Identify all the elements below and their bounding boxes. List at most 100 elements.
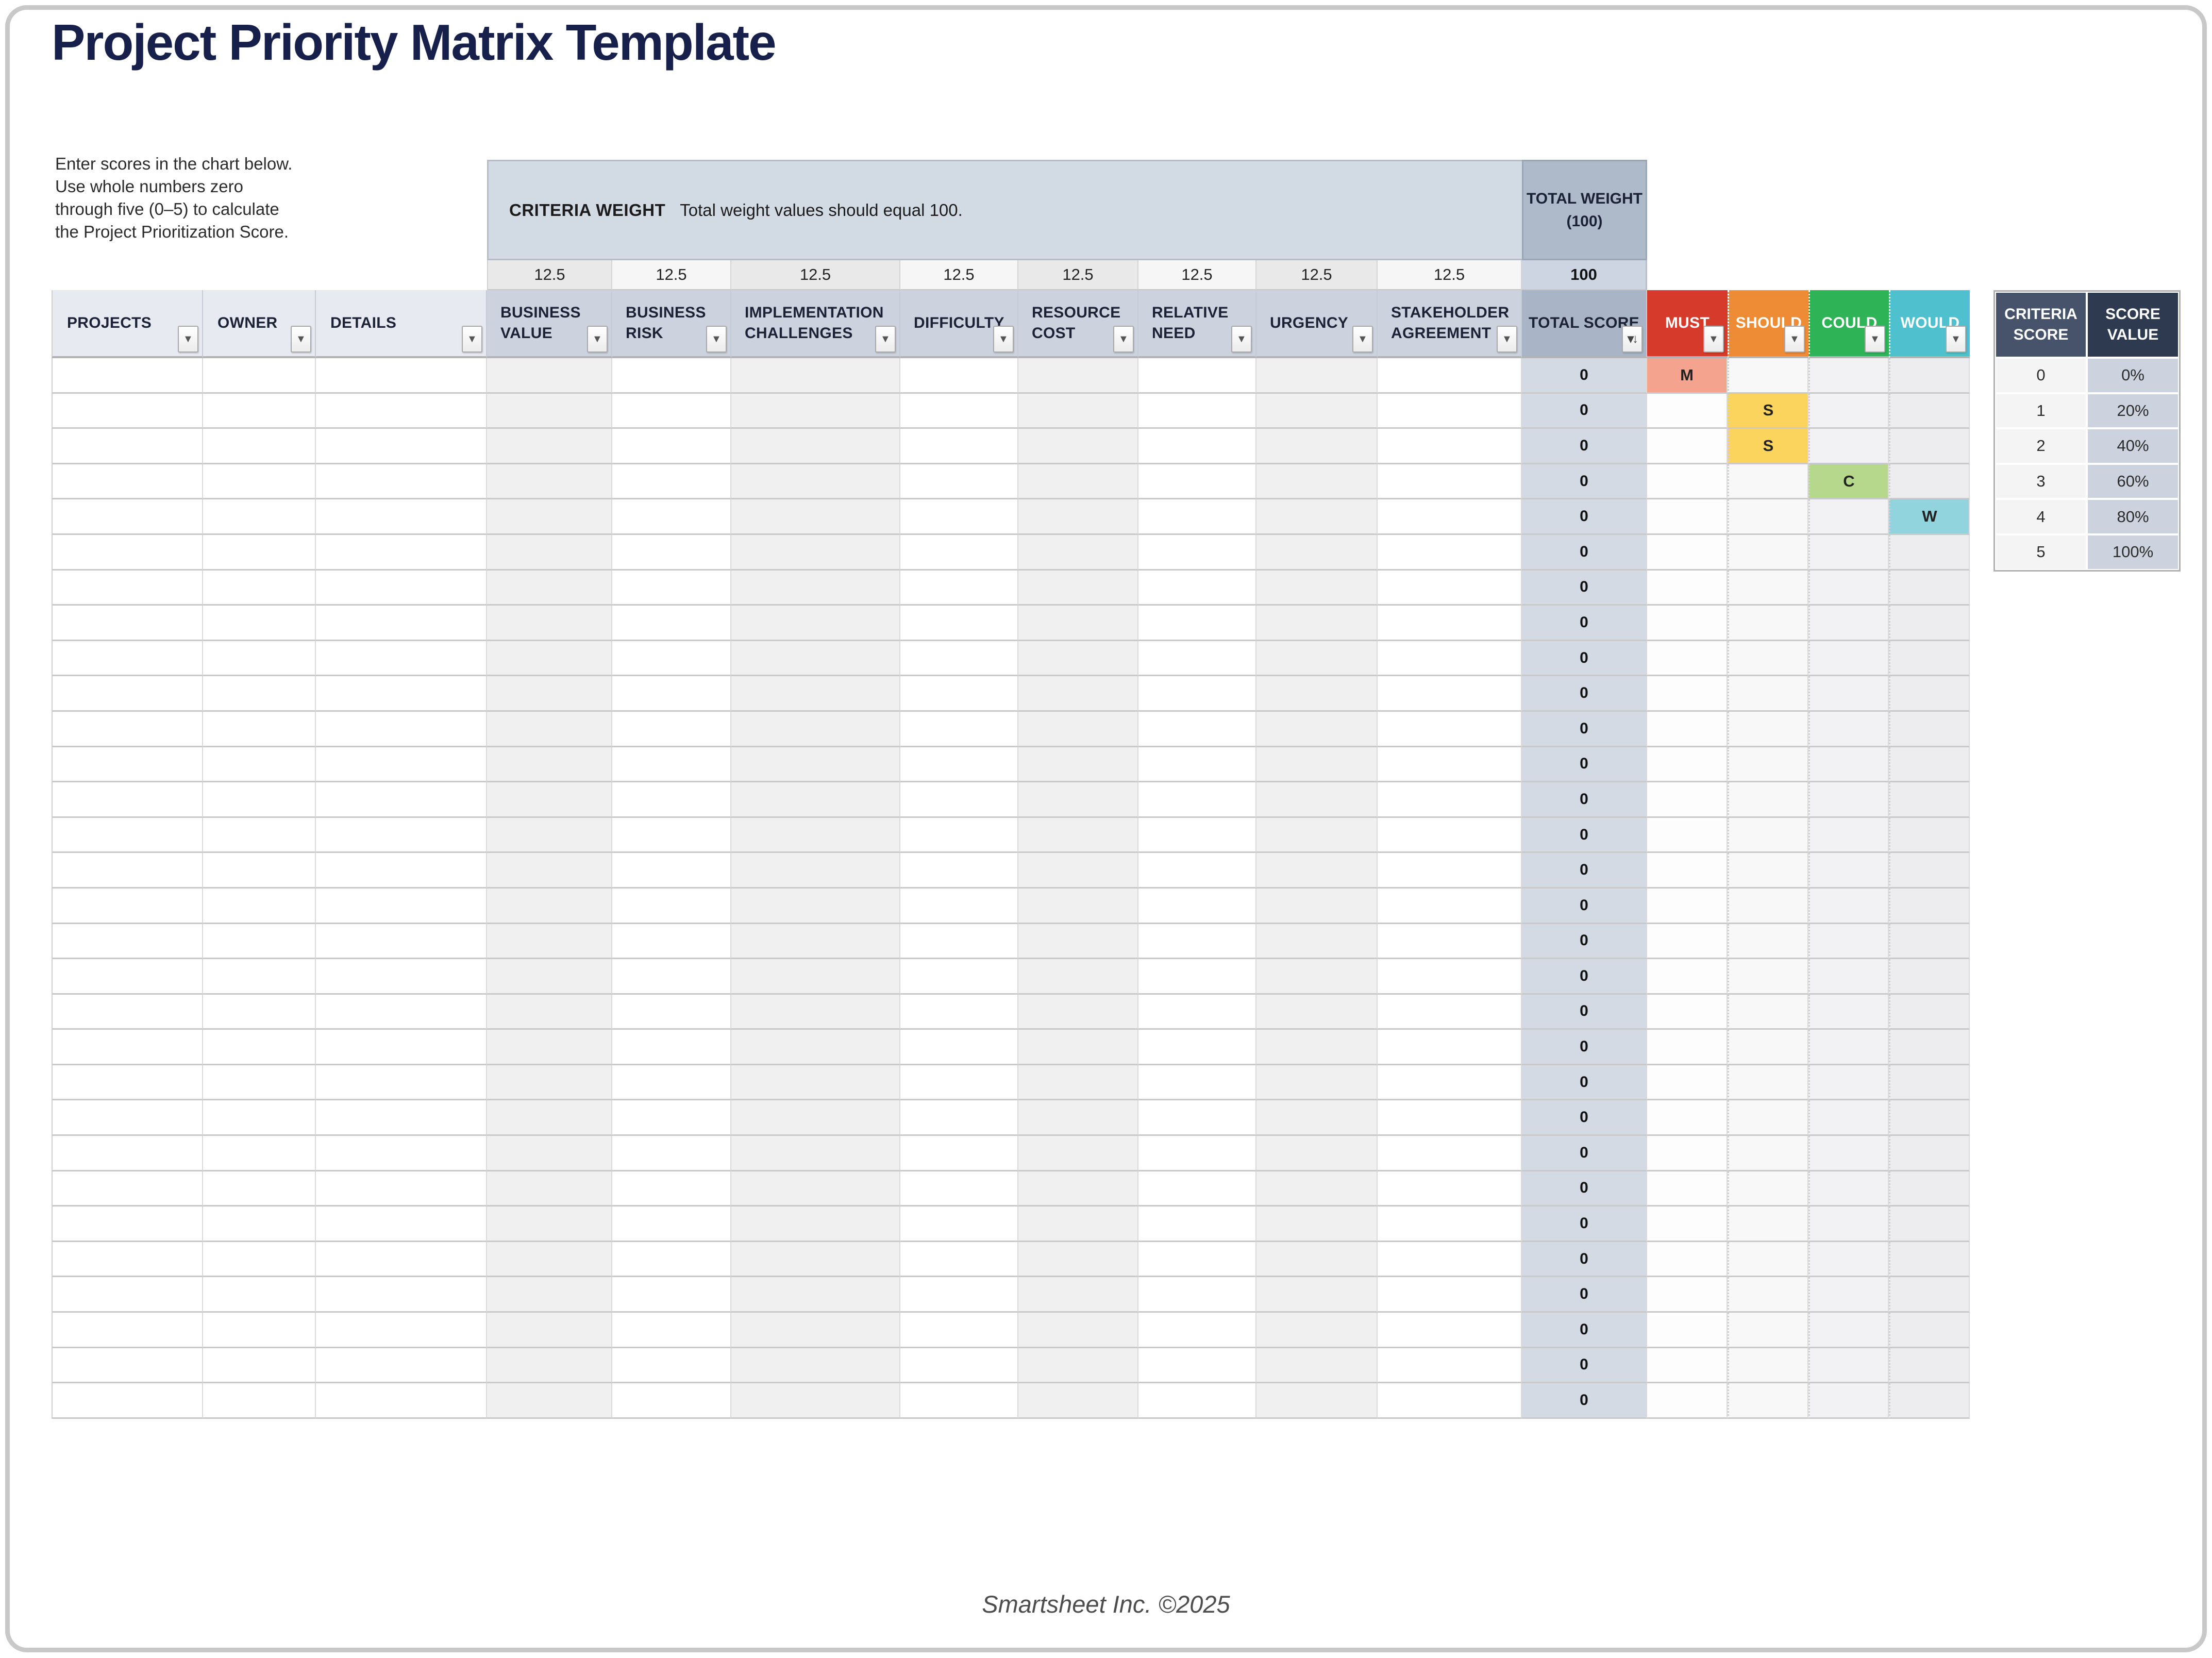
criteria-score-cell[interactable] [900, 711, 1018, 747]
criteria-score-cell[interactable] [900, 1383, 1018, 1419]
details-cell[interactable] [316, 570, 487, 606]
owner-cell[interactable] [203, 641, 316, 677]
moscow-cell-should[interactable] [1728, 1348, 1808, 1384]
criteria-score-cell[interactable] [1138, 747, 1256, 783]
project-cell[interactable] [52, 747, 203, 783]
criteria-score-cell[interactable] [487, 1065, 612, 1101]
moscow-cell-would[interactable] [1889, 393, 1970, 429]
moscow-cell-should[interactable] [1728, 817, 1808, 853]
project-cell[interactable] [52, 1242, 203, 1278]
moscow-cell-would[interactable] [1889, 606, 1970, 641]
criteria-score-cell[interactable] [487, 1030, 612, 1065]
moscow-cell-could[interactable] [1808, 817, 1889, 853]
criteria-score-cell[interactable] [1378, 1207, 1522, 1242]
moscow-cell-could[interactable]: C [1808, 464, 1889, 500]
moscow-cell-should[interactable] [1728, 641, 1808, 677]
criteria-score-cell[interactable] [612, 1100, 731, 1136]
criteria-score-cell[interactable] [1018, 711, 1138, 747]
criteria-score-cell[interactable] [731, 1242, 900, 1278]
filter-dropdown-button[interactable]: ▼ [1231, 326, 1252, 353]
project-cell[interactable] [52, 358, 203, 394]
criteria-score-cell[interactable] [1018, 817, 1138, 853]
moscow-cell-would[interactable] [1889, 1277, 1970, 1313]
moscow-cell-must[interactable] [1647, 1136, 1728, 1171]
criteria-score-cell[interactable] [1018, 959, 1138, 995]
project-cell[interactable] [52, 534, 203, 571]
criteria-score-cell[interactable] [1378, 817, 1522, 853]
criteria-score-cell[interactable] [1256, 393, 1378, 429]
criteria-score-cell[interactable] [1138, 853, 1256, 889]
criteria-score-cell[interactable] [487, 570, 612, 606]
moscow-cell-should[interactable] [1728, 1313, 1808, 1348]
criteria-score-cell[interactable] [1138, 1242, 1256, 1278]
criteria-score-cell[interactable] [1256, 817, 1378, 853]
details-cell[interactable] [316, 1065, 487, 1101]
criteria-score-cell[interactable] [1018, 1171, 1138, 1207]
criteria-score-cell[interactable] [900, 570, 1018, 606]
criteria-score-cell[interactable] [900, 1313, 1018, 1348]
criteria-score-cell[interactable] [1138, 641, 1256, 677]
criteria-score-cell[interactable] [731, 1065, 900, 1101]
details-cell[interactable] [316, 1242, 487, 1278]
moscow-cell-should[interactable]: S [1728, 429, 1808, 464]
project-cell[interactable] [52, 1383, 203, 1419]
criteria-score-cell[interactable] [1378, 924, 1522, 960]
criteria-score-cell[interactable] [1138, 782, 1256, 818]
criteria-score-cell[interactable] [487, 747, 612, 783]
criteria-score-cell[interactable] [900, 499, 1018, 535]
criteria-score-cell[interactable] [731, 1100, 900, 1136]
moscow-cell-could[interactable] [1808, 1171, 1889, 1207]
moscow-cell-should[interactable] [1728, 924, 1808, 960]
criteria-score-cell[interactable] [1256, 429, 1378, 464]
criteria-score-cell[interactable] [1018, 1313, 1138, 1348]
moscow-cell-would[interactable] [1889, 1242, 1970, 1278]
criteria-score-cell[interactable] [731, 817, 900, 853]
owner-cell[interactable] [203, 711, 316, 747]
moscow-cell-should[interactable] [1728, 464, 1808, 500]
criteria-score-cell[interactable] [731, 1348, 900, 1384]
criteria-score-cell[interactable] [731, 1207, 900, 1242]
criteria-score-cell[interactable] [1018, 1348, 1138, 1384]
moscow-cell-must[interactable] [1647, 853, 1728, 889]
criteria-score-cell[interactable] [1378, 1030, 1522, 1065]
project-cell[interactable] [52, 1030, 203, 1065]
details-cell[interactable] [316, 676, 487, 712]
criteria-weight-cell[interactable]: 12.5 [1138, 260, 1256, 290]
criteria-score-cell[interactable] [487, 641, 612, 677]
details-cell[interactable] [316, 1348, 487, 1384]
details-cell[interactable] [316, 499, 487, 535]
criteria-score-cell[interactable] [731, 1171, 900, 1207]
project-cell[interactable] [52, 1313, 203, 1348]
moscow-cell-should[interactable] [1728, 534, 1808, 571]
details-cell[interactable] [316, 782, 487, 818]
criteria-score-cell[interactable] [1256, 676, 1378, 712]
criteria-score-cell[interactable] [1018, 782, 1138, 818]
criteria-score-cell[interactable] [487, 1136, 612, 1171]
criteria-score-cell[interactable] [612, 817, 731, 853]
moscow-cell-must[interactable] [1647, 606, 1728, 641]
moscow-cell-would[interactable] [1889, 924, 1970, 960]
moscow-cell-could[interactable] [1808, 1065, 1889, 1101]
moscow-cell-could[interactable] [1808, 499, 1889, 535]
criteria-score-cell[interactable] [900, 924, 1018, 960]
moscow-cell-could[interactable] [1808, 1207, 1889, 1242]
moscow-cell-must[interactable] [1647, 817, 1728, 853]
moscow-cell-would[interactable] [1889, 1313, 1970, 1348]
moscow-cell-would[interactable] [1889, 534, 1970, 571]
criteria-score-cell[interactable] [612, 959, 731, 995]
owner-cell[interactable] [203, 959, 316, 995]
filter-dropdown-button[interactable]: ▼ [1352, 326, 1373, 353]
criteria-score-cell[interactable] [1018, 1136, 1138, 1171]
criteria-score-cell[interactable] [1378, 534, 1522, 571]
criteria-score-cell[interactable] [1018, 994, 1138, 1030]
criteria-score-cell[interactable] [1138, 429, 1256, 464]
moscow-cell-would[interactable] [1889, 782, 1970, 818]
criteria-score-cell[interactable] [1256, 358, 1378, 394]
project-cell[interactable] [52, 606, 203, 641]
criteria-score-cell[interactable] [1378, 429, 1522, 464]
criteria-score-cell[interactable] [1378, 606, 1522, 641]
criteria-score-cell[interactable] [731, 499, 900, 535]
criteria-score-cell[interactable] [1018, 606, 1138, 641]
criteria-score-cell[interactable] [612, 429, 731, 464]
owner-cell[interactable] [203, 1136, 316, 1171]
